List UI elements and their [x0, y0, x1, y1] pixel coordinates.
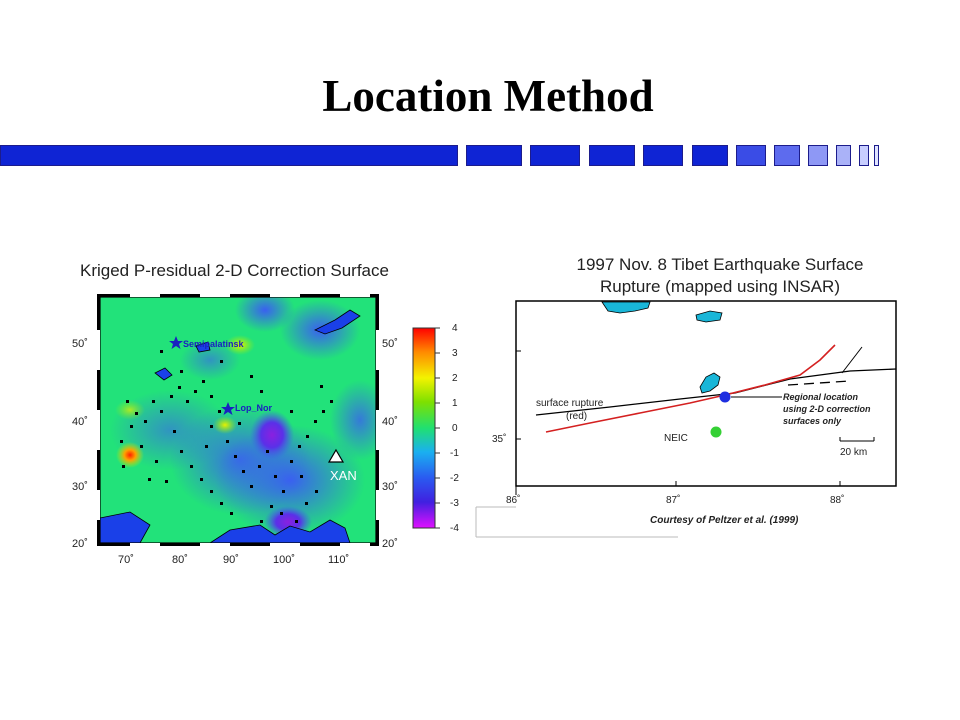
bar-segment — [466, 145, 522, 166]
scale-bar-label: 20 km — [840, 447, 867, 458]
y-tick-35: 35˚ — [492, 433, 506, 445]
x-tick-88: 88˚ — [830, 494, 844, 506]
regional-location-label-1: Regional location — [783, 392, 859, 402]
colorbar-tick: -3 — [450, 498, 459, 509]
xan-station-triangle-icon — [327, 448, 345, 463]
bar-segment — [692, 145, 728, 166]
y-tick-40-right: 40˚ — [382, 416, 398, 428]
regional-location-label-2: using 2-D correction — [783, 404, 871, 414]
bar-segment — [589, 145, 635, 166]
x-tick-80: 80˚ — [172, 554, 188, 566]
lop-nor-star-icon — [221, 402, 235, 415]
bar-segment — [859, 145, 869, 166]
bar-segment — [530, 145, 580, 166]
bar-segment — [643, 145, 683, 166]
tibet-rupture-map: 1997 Nov. 8 Tibet Earthquake Surface Rup… — [475, 255, 897, 538]
x-tick-110: 110˚ — [328, 554, 349, 566]
x-tick-87: 87˚ — [666, 494, 680, 506]
lop-nor-label: Lop_Nor — [235, 403, 272, 413]
lake-shape — [699, 372, 721, 394]
map-frame — [97, 294, 379, 546]
station-dots — [120, 350, 333, 523]
x-tick-90: 90˚ — [223, 554, 239, 566]
residual-surface: Semipalatinsk Lop_Nor XAN — [100, 297, 376, 543]
fault-line — [787, 380, 851, 386]
regional-location-marker — [719, 391, 731, 403]
lake-shape — [601, 301, 651, 314]
bar-segment — [874, 145, 879, 166]
regional-location-label-3: surfaces only — [783, 416, 842, 426]
colorbar-tick: 4 — [452, 323, 458, 334]
right-map-title-line1: 1997 Nov. 8 Tibet Earthquake Surface — [577, 255, 864, 274]
x-tick-100: 100˚ — [273, 554, 295, 566]
bar-segment — [736, 145, 766, 166]
x-tick-70: 70˚ — [118, 554, 134, 566]
bar-segment — [808, 145, 828, 166]
scale-bar: 20 km — [839, 437, 875, 458]
surface-rupture-color-label: (red) — [566, 411, 587, 422]
xan-label: XAN — [330, 468, 357, 483]
colorbar-tick: 1 — [452, 398, 458, 409]
kriged-residual-map: Kriged P-residual 2-D Correction Surface — [72, 261, 459, 566]
fault-line — [841, 346, 863, 374]
semipalatinsk-star-icon — [169, 336, 183, 349]
bar-segment — [836, 145, 851, 166]
title-underline-bar — [0, 145, 960, 169]
colorbar-tick: 0 — [452, 423, 458, 434]
left-map-title: Kriged P-residual 2-D Correction Surface — [80, 261, 389, 280]
colorbar-tick: -4 — [450, 523, 459, 534]
x-tick-86: 86˚ — [506, 494, 520, 506]
y-tick-50-left: 50˚ — [72, 338, 88, 350]
lake-shape — [695, 310, 723, 323]
bar-segment-long — [0, 145, 458, 166]
y-tick-30-right: 30˚ — [382, 481, 398, 493]
rupture-map-frame — [515, 300, 897, 487]
colorbar-tick: -1 — [450, 448, 459, 459]
slide-title: Location Method — [322, 71, 654, 121]
colorbar-tick: 2 — [452, 373, 458, 384]
y-tick-20-left: 20˚ — [72, 538, 88, 550]
colorbar-tick: 3 — [452, 348, 458, 359]
neic-location-marker — [710, 426, 722, 438]
colorbar-tick: -2 — [450, 473, 459, 484]
bar-segment — [774, 145, 800, 166]
y-tick-20-right: 20˚ — [382, 538, 398, 550]
y-tick-30-left: 30˚ — [72, 481, 88, 493]
right-map-title-line2: Rupture (mapped using INSAR) — [600, 277, 840, 296]
y-tick-40-left: 40˚ — [72, 416, 88, 428]
y-tick-50-right: 50˚ — [382, 338, 398, 350]
colorbar: 4 3 2 1 0 -1 -2 -3 -4 — [412, 323, 459, 534]
surface-rupture-label: surface rupture — [536, 398, 604, 409]
semipalatinsk-label: Semipalatinsk — [183, 339, 245, 349]
neic-label: NEIC — [664, 433, 688, 444]
credit-label: Courtesy of Peltzer et al. (1999) — [650, 515, 799, 526]
